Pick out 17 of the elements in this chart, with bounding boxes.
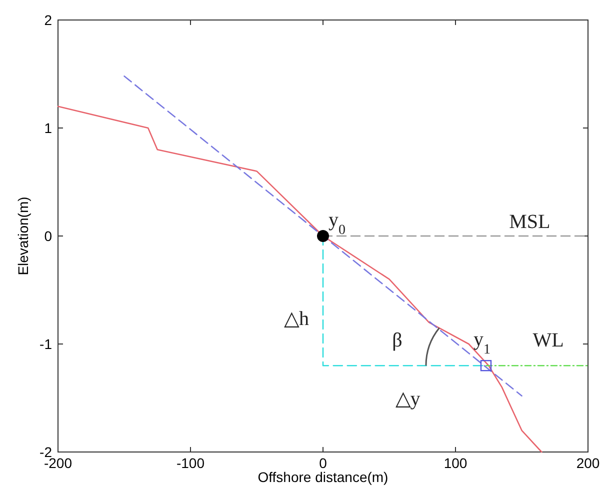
x-tick-label: 100 bbox=[444, 455, 468, 471]
x-axis-title: Offshore distance(m) bbox=[258, 469, 388, 485]
annotation: MSL bbox=[509, 210, 550, 233]
x-tick-label: -100 bbox=[176, 455, 205, 471]
y-tick-label: -1 bbox=[40, 336, 52, 352]
x-tick-label: 0 bbox=[319, 455, 328, 471]
annotation: △y bbox=[395, 388, 420, 410]
annotation: β bbox=[392, 330, 402, 352]
y-axis-title: Elevation(m) bbox=[15, 196, 31, 276]
annotation: y$_{1}$ bbox=[473, 328, 490, 358]
x-tick-label: 200 bbox=[576, 455, 600, 471]
annotation: △h bbox=[284, 308, 309, 330]
y-tick-label: 2 bbox=[44, 12, 52, 28]
annotation: y$_{0}$ bbox=[328, 209, 346, 238]
y-tick-label: 0 bbox=[44, 228, 52, 244]
y-tick-label: 1 bbox=[44, 120, 52, 136]
annotation: WL bbox=[532, 330, 564, 352]
